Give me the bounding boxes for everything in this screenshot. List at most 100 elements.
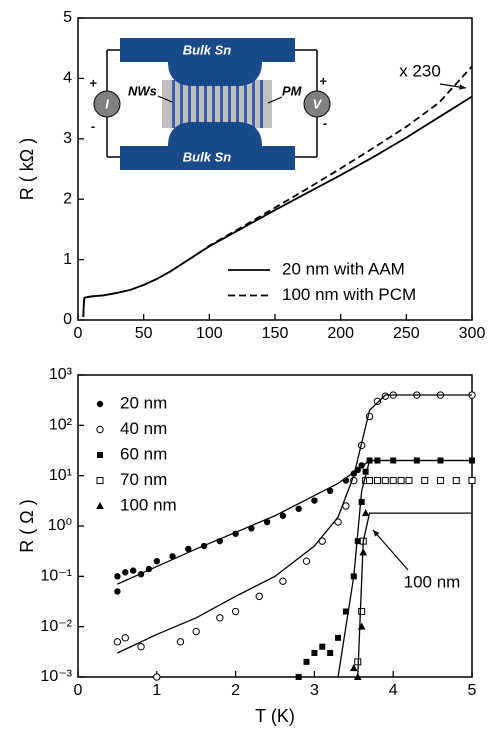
nanowires (172, 80, 263, 128)
point (326, 487, 334, 495)
point (129, 567, 137, 574)
point (302, 557, 311, 565)
point (342, 608, 349, 615)
point (279, 577, 287, 585)
y-tick-label: 10¹ (49, 467, 72, 484)
legend-label: 20 nm with AAM (282, 259, 405, 278)
current-source (93, 90, 121, 118)
fit-line (117, 459, 472, 585)
point (279, 512, 287, 519)
membrane (162, 80, 272, 128)
legend-label: 40 nm (120, 419, 167, 438)
point (311, 497, 318, 504)
point (358, 608, 366, 616)
inset-label: PM (282, 83, 303, 98)
legend-swatch (96, 502, 104, 509)
point (373, 397, 382, 406)
point (176, 638, 185, 646)
point (255, 592, 263, 601)
point (354, 538, 361, 545)
legend-swatch (96, 425, 104, 434)
inset-label: - (91, 118, 95, 133)
inset-label: Bulk Sn (183, 42, 231, 57)
point (185, 545, 192, 553)
y-tick-label: 10⁰ (48, 517, 72, 534)
point (122, 569, 129, 576)
voltmeter (303, 90, 331, 118)
bulk-top (120, 38, 295, 86)
point (169, 553, 176, 560)
y-tick-label: 10² (49, 417, 73, 434)
point (397, 477, 405, 485)
y-tick-label: 0 (63, 311, 72, 328)
legend-label: 20 nm (120, 393, 167, 412)
point (373, 477, 381, 485)
point (114, 588, 121, 595)
inset-label: + (319, 73, 327, 88)
y-axis-label: R ( Ω ) (17, 499, 37, 552)
point (421, 477, 429, 485)
fit-line (357, 512, 472, 678)
y-tick-label: 10⁻³ (40, 668, 72, 685)
point (114, 573, 121, 580)
inset-label: NWs (128, 83, 157, 98)
point (362, 468, 369, 475)
x-tick-label: 4 (389, 682, 398, 699)
point (358, 462, 365, 469)
y-axis-label: R ( kΩ ) (17, 138, 37, 200)
point (405, 477, 413, 485)
annotation: 100 nm (404, 572, 461, 591)
inset-diagram: Bulk Sn Bulk Sn NWs PM I V + - + - (89, 38, 331, 170)
point (137, 642, 145, 651)
x-tick-label: 150 (262, 325, 289, 342)
point (319, 643, 326, 650)
pointer (267, 96, 283, 104)
point (113, 638, 122, 646)
y-tick-label: 10³ (49, 366, 73, 383)
y-tick-label: 2 (63, 190, 72, 207)
x-tick-label: 0 (74, 682, 83, 699)
point (358, 498, 365, 505)
y-tick-label: 5 (63, 9, 72, 26)
bulk-bottom (120, 122, 295, 170)
point (303, 658, 310, 665)
annotation: x 230 (399, 61, 441, 80)
point (121, 634, 129, 642)
point (327, 649, 334, 656)
x-axis-label: T (K) (255, 706, 295, 726)
point (231, 607, 240, 616)
point (389, 477, 397, 485)
x-tick-label: 2 (231, 682, 240, 699)
x-tick-label: 0 (74, 325, 83, 342)
legend-swatch (97, 452, 103, 458)
x-tick-label: 100 (196, 325, 223, 342)
legend-label: 60 nm (120, 444, 167, 463)
annotation-arrow (372, 529, 409, 571)
legend-swatch (96, 477, 104, 484)
legend-label: 100 nm (120, 495, 177, 514)
inset-label: Bulk Sn (183, 149, 231, 164)
y-tick-label: 1 (63, 251, 72, 268)
point (350, 664, 358, 672)
legend-label: 100 nm with PCM (282, 285, 416, 304)
fit-line (117, 394, 472, 654)
x-tick-label: 50 (135, 325, 153, 342)
point (311, 649, 318, 656)
point (216, 614, 224, 622)
legend-label: 70 nm (120, 470, 167, 489)
x-tick-label: 200 (327, 325, 354, 342)
point (361, 509, 370, 517)
point (452, 477, 460, 485)
point (295, 674, 302, 680)
point (357, 622, 366, 630)
arrow-head (459, 84, 466, 90)
point (468, 477, 476, 485)
y-tick-label: 10⁻¹ (40, 568, 72, 585)
point (381, 392, 390, 400)
point (295, 505, 302, 512)
inset-label: - (323, 115, 327, 130)
fit-line (337, 459, 472, 678)
point (153, 557, 160, 565)
